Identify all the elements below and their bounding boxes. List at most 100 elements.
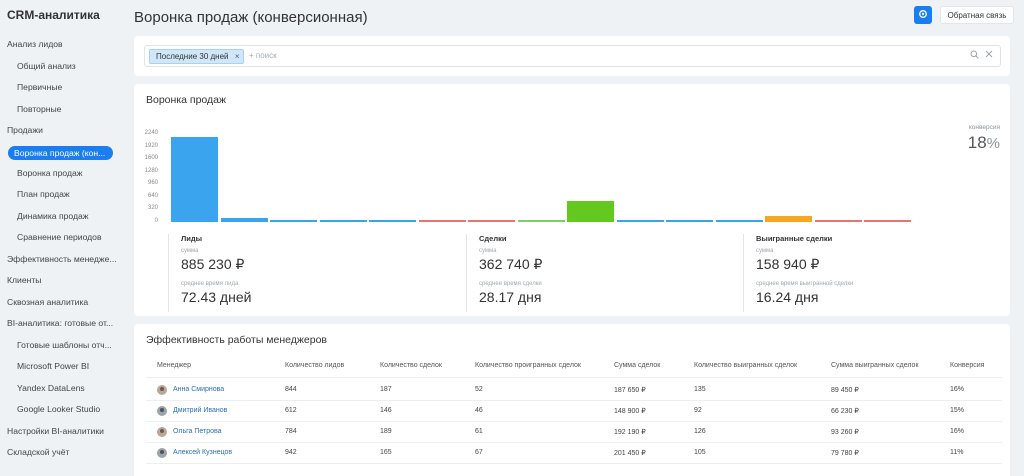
funnel-bar[interactable]	[567, 201, 614, 222]
sidebar-item[interactable]: Складской учёт	[7, 447, 70, 457]
table-cell: 942	[285, 449, 297, 456]
table-cell: 16%	[950, 386, 965, 393]
funnel-bar[interactable]	[765, 216, 812, 222]
avatar	[157, 385, 167, 395]
table-cell: 135	[694, 386, 706, 393]
table-divider	[146, 400, 1002, 401]
manager-name-link[interactable]: Дмитрий Иванов	[173, 407, 228, 414]
avatar	[157, 427, 167, 437]
sidebar-item[interactable]: Microsoft Power BI	[17, 361, 90, 371]
sidebar-item[interactable]: Google Looker Studio	[17, 404, 101, 414]
metric-amount: 158 940 ₽	[756, 256, 820, 272]
funnel-bar[interactable]	[369, 220, 416, 222]
table-cell: 16%	[950, 428, 965, 435]
funnel-bar[interactable]	[270, 220, 317, 222]
sidebar-item[interactable]: Анализ лидов	[7, 39, 63, 49]
funnel-bar[interactable]	[517, 220, 565, 222]
table-cell: 79 780 ₽	[831, 450, 859, 457]
manager-name-link[interactable]: Ольга Петрова	[173, 428, 222, 435]
table-divider	[146, 377, 1002, 378]
y-tick-label: 1280	[144, 167, 158, 174]
table-cell: 187 650 ₽	[614, 387, 646, 394]
table-cell: 61	[475, 428, 483, 435]
sidebar-item[interactable]: Общий анализ	[17, 60, 76, 71]
metric-time-label: среднее время лида	[181, 281, 239, 287]
manager-name-link[interactable]: Алексей Кузнецов	[173, 449, 233, 456]
column-header[interactable]: Сумма сделок	[614, 362, 661, 369]
settings-button[interactable]	[914, 6, 932, 24]
sidebar-item[interactable]: Настройки BI-аналитики	[7, 425, 104, 436]
conversion-value: 18%	[967, 133, 1000, 152]
funnel-bar[interactable]	[468, 220, 515, 222]
table-cell: 612	[285, 407, 297, 414]
search-icon[interactable]	[970, 50, 979, 61]
funnel-bar[interactable]	[666, 220, 713, 222]
table-cell: 844	[285, 386, 297, 393]
table-cell: 784	[285, 428, 297, 435]
period-chip-label: Последние 30 дней	[156, 52, 229, 61]
column-header[interactable]: Количество проигранных сделок	[475, 362, 581, 369]
column-header[interactable]: Сумма выигранных сделок	[831, 362, 919, 369]
sidebar-item[interactable]: Готовые шаблоны отч...	[17, 339, 112, 350]
sidebar-item[interactable]: Воронка продаж (кон...	[8, 145, 113, 160]
metric-name: Выигранные сделки	[756, 234, 833, 243]
funnel-bar[interactable]	[715, 220, 763, 222]
table-cell: 187	[380, 386, 392, 393]
sidebar-item[interactable]: Динамика продаж	[17, 210, 89, 221]
sidebar-item[interactable]: План продаж	[17, 189, 70, 199]
sidebar-item[interactable]: Эффективность менедже...	[7, 253, 117, 264]
filter-box[interactable]: Последние 30 дней × + поиск	[144, 45, 1001, 67]
metric-time-label: среднее время сделки	[479, 281, 542, 287]
metric-sub-label: сумма	[756, 248, 774, 254]
table-cell: 192 190 ₽	[614, 429, 646, 436]
metric-time: 28.17 дня	[479, 289, 542, 305]
table-cell: 105	[694, 449, 706, 456]
table-cell: 126	[694, 428, 706, 435]
sidebar-item[interactable]: Первичные	[17, 82, 63, 92]
metric-sub-label: сумма	[181, 248, 199, 254]
table-divider	[146, 421, 1002, 422]
funnel-bar[interactable]	[418, 220, 466, 222]
table-cell: 189	[380, 428, 392, 435]
metric-sub-label: сумма	[479, 248, 497, 254]
sidebar-item[interactable]: Сравнение периодов	[17, 232, 102, 242]
period-chip[interactable]: Последние 30 дней ×	[149, 49, 244, 64]
table-cell: 201 450 ₽	[614, 450, 646, 457]
funnel-bar[interactable]	[864, 220, 911, 222]
table-divider	[146, 442, 1002, 443]
manager-name-link[interactable]: Анна Смирнова	[173, 386, 225, 393]
metric-amount: 885 230 ₽	[181, 256, 245, 272]
sidebar-item[interactable]: Yandex DataLens	[17, 382, 85, 393]
funnel-bar[interactable]	[616, 220, 664, 222]
funnel-bar[interactable]	[319, 220, 367, 222]
y-tick-label: 0	[154, 218, 158, 224]
column-header[interactable]: Количество лидов	[285, 362, 345, 369]
table-cell: 66 230 ₽	[831, 408, 859, 415]
funnel-title: Воронка продаж	[146, 94, 227, 106]
app-title: CRM-аналитика	[7, 8, 100, 22]
sidebar-item[interactable]: Повторные	[17, 103, 62, 114]
y-tick-label: 1920	[144, 142, 158, 149]
table-cell: 92	[694, 407, 702, 414]
funnel-bar[interactable]	[171, 137, 218, 222]
sidebar-item[interactable]: Воронка продаж	[17, 167, 83, 178]
conversion-unit: %	[986, 135, 1000, 152]
search-input[interactable]: + поиск	[249, 51, 277, 60]
close-icon[interactable]	[985, 50, 993, 61]
sidebar-nav: Анализ лидов Общий анализ Первичные Повторн…	[0, 34, 124, 464]
funnel-bar[interactable]	[220, 218, 268, 222]
table-cell: 15%	[950, 407, 965, 414]
chip-close-icon[interactable]: ×	[234, 52, 240, 61]
table-cell: 165	[380, 449, 392, 456]
column-header[interactable]: Конверсия	[950, 362, 985, 369]
feedback-button[interactable]: Обратная связь	[940, 6, 1014, 24]
table-cell: 89 450 ₽	[831, 387, 859, 394]
sidebar-item[interactable]: Продажи	[7, 125, 43, 135]
sidebar-item[interactable]: Сквозная аналитика	[7, 296, 89, 307]
column-header[interactable]: Количество выигранных сделок	[694, 362, 798, 369]
sidebar-item[interactable]: Клиенты	[7, 275, 42, 285]
sidebar-item[interactable]: BI-аналитика: готовые от...	[7, 318, 114, 328]
column-header[interactable]: Количество сделок	[380, 362, 442, 369]
column-header[interactable]: Менеджер	[157, 362, 191, 369]
funnel-bar[interactable]	[814, 220, 862, 222]
